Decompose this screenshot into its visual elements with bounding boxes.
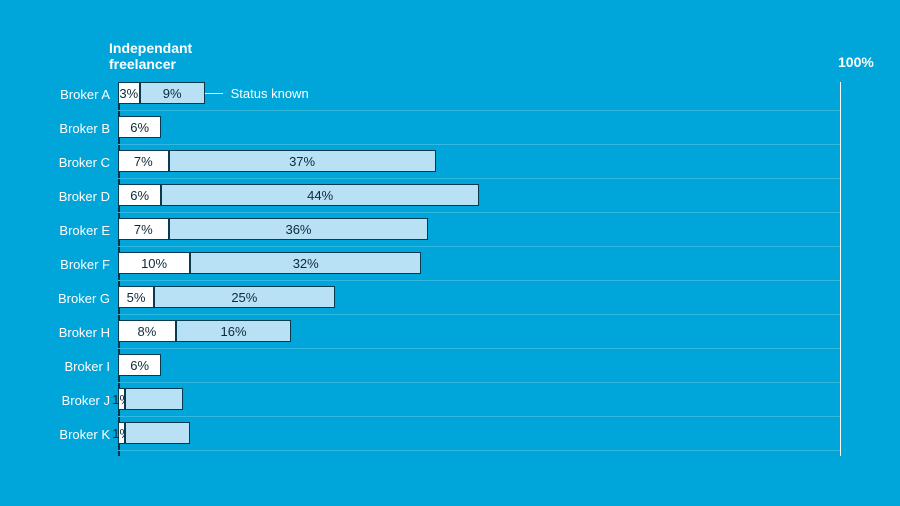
segment-value-label: 7% — [134, 154, 153, 169]
bar-track: 7% 36% — [118, 218, 840, 240]
segment-status-known: 9% — [140, 82, 205, 104]
segment-value-label: 10% — [141, 256, 167, 271]
segment-value-label: 6% — [130, 188, 149, 203]
category-label: Broker E — [30, 223, 110, 238]
segment-freelancer: 8% — [118, 320, 176, 342]
bar-track: 8% 16% — [118, 320, 840, 342]
category-label: Broker A — [30, 87, 110, 102]
segment-value-label: 36% — [285, 222, 311, 237]
segment-freelancer: 7% — [118, 150, 169, 172]
segment-freelancer: 1% — [118, 388, 125, 410]
category-label: Broker J — [30, 393, 110, 408]
bar-track: 6% — [118, 116, 840, 138]
segment-freelancer: 6% — [118, 354, 161, 376]
category-label: Broker F — [30, 257, 110, 272]
annotation-tick — [205, 93, 223, 94]
row-separator — [118, 314, 840, 315]
x-max-gridline — [840, 82, 841, 456]
row-separator — [118, 110, 840, 111]
row-separator — [118, 144, 840, 145]
category-label: Broker B — [30, 121, 110, 136]
series1-header-label: Independant freelancer — [109, 40, 192, 72]
bar-track: 10% 32% — [118, 252, 840, 274]
segment-freelancer: 6% — [118, 184, 161, 206]
segment-value-label: 16% — [220, 324, 246, 339]
category-label: Broker K — [30, 427, 110, 442]
bar-track: 6% 44% — [118, 184, 840, 206]
category-label: Broker D — [30, 189, 110, 204]
segment-value-label: 9% — [163, 86, 182, 101]
segment-value-label: 44% — [307, 188, 333, 203]
segment-freelancer: 1% — [118, 422, 125, 444]
row-separator — [118, 348, 840, 349]
segment-value-label: 3% — [119, 86, 138, 101]
row-separator — [118, 450, 840, 451]
segment-status-known: 32% — [190, 252, 421, 274]
row-separator — [118, 212, 840, 213]
segment-status-known: 16% — [176, 320, 292, 342]
segment-value-label: 32% — [293, 256, 319, 271]
category-label: Broker H — [30, 325, 110, 340]
segment-status-known: 36% — [169, 218, 429, 240]
bar-track: 1% — [118, 422, 840, 444]
row-separator — [118, 178, 840, 179]
annotation-text: Status known — [231, 86, 309, 101]
row-separator — [118, 416, 840, 417]
chart-rows: Broker A 3% 9% Status known Broker B 6% Broker… — [0, 82, 900, 456]
category-label: Broker G — [30, 291, 110, 306]
bar-track: 6% — [118, 354, 840, 376]
segment-freelancer: 7% — [118, 218, 169, 240]
segment-value-label: 8% — [137, 324, 156, 339]
segment-value-label: 5% — [127, 290, 146, 305]
series2-annotation: Status known — [205, 86, 309, 101]
segment-status-known — [125, 422, 190, 444]
x-axis-max-label: 100% — [838, 54, 874, 70]
segment-status-known — [125, 388, 183, 410]
segment-value-label: 6% — [130, 120, 149, 135]
segment-freelancer: 5% — [118, 286, 154, 308]
segment-value-label: 37% — [289, 154, 315, 169]
segment-freelancer: 10% — [118, 252, 190, 274]
segment-value-label: 7% — [134, 222, 153, 237]
bar-track: 7% 37% — [118, 150, 840, 172]
segment-status-known: 25% — [154, 286, 335, 308]
row-separator — [118, 246, 840, 247]
row-separator — [118, 280, 840, 281]
segment-freelancer: 3% — [118, 82, 140, 104]
segment-value-label: 25% — [231, 290, 257, 305]
segment-status-known: 37% — [169, 150, 436, 172]
segment-value-label: 6% — [130, 358, 149, 373]
segment-status-known: 44% — [161, 184, 479, 206]
segment-freelancer: 6% — [118, 116, 161, 138]
bar-track: 5% 25% — [118, 286, 840, 308]
bar-track: 1% — [118, 388, 840, 410]
row-separator — [118, 382, 840, 383]
stacked-bar-chart: Independant freelancer 100% Broker A 3% 9%… — [0, 0, 900, 506]
category-label: Broker I — [30, 359, 110, 374]
category-label: Broker C — [30, 155, 110, 170]
